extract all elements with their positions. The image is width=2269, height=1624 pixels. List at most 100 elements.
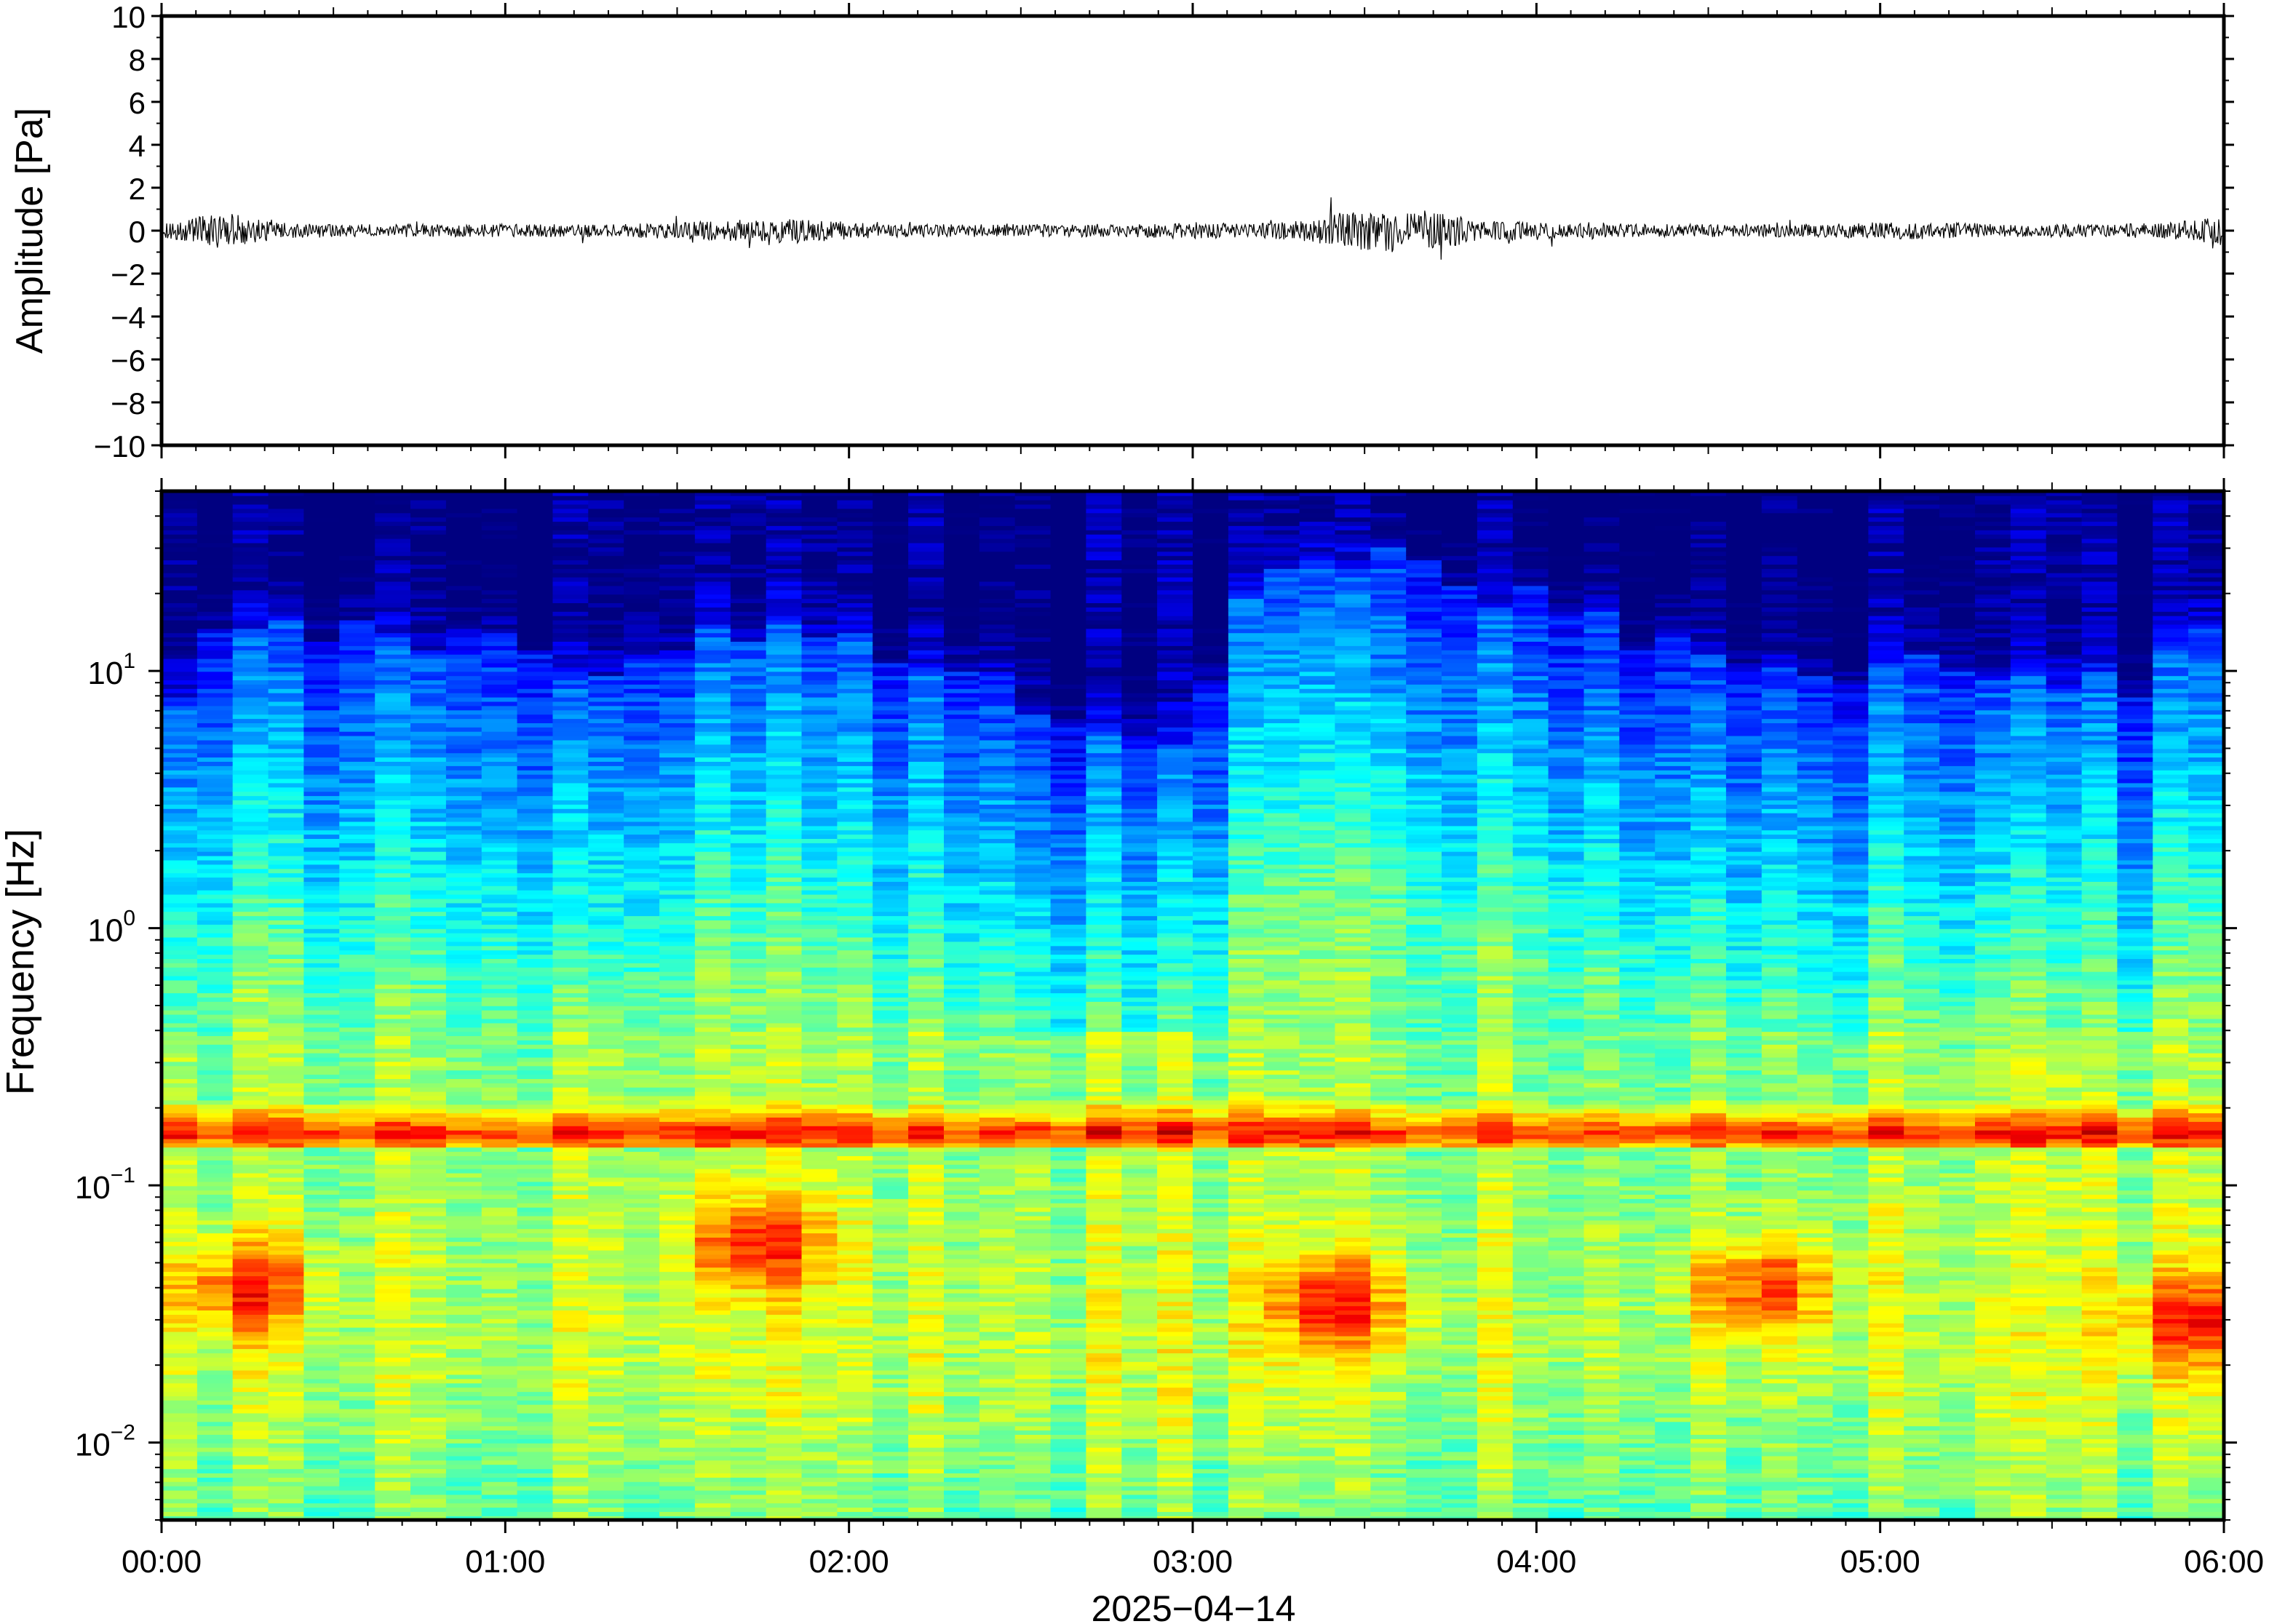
spectrogram-cell: [659, 1473, 696, 1478]
spectrogram-cell: [196, 1297, 234, 1302]
spectrogram-cell: [694, 963, 731, 968]
spectrogram-cell: [766, 1369, 803, 1375]
spectrogram-cell: [659, 585, 696, 591]
spectrogram-cell: [268, 1056, 305, 1062]
spectrogram-cell: [339, 1203, 375, 1208]
spectrogram-cell: [375, 1408, 411, 1414]
spectrogram-cell: [268, 1473, 305, 1478]
spectrogram-cell: [303, 1494, 341, 1500]
spectrogram-cell: [339, 1258, 375, 1264]
spectrogram-cell: [801, 1417, 838, 1422]
spectrogram-cell: [481, 530, 518, 535]
spectrogram-cell: [303, 666, 341, 672]
spectrogram-cell: [375, 1310, 411, 1315]
spectrogram-cell: [588, 979, 624, 985]
spectrogram-cell: [552, 1271, 589, 1276]
spectrogram-cell: [232, 512, 269, 518]
spectrogram-cell: [339, 847, 375, 852]
spectrogram-cell: [303, 1160, 341, 1165]
spectrogram-cell: [694, 727, 731, 732]
spectrogram-cell: [588, 1099, 624, 1105]
spectrogram-cell: [588, 1035, 624, 1040]
spectrogram-cell: [410, 911, 447, 917]
spectrogram-cell: [730, 847, 767, 852]
spectrogram-cell: [588, 988, 624, 994]
spectrogram-cell: [196, 1262, 234, 1268]
spectrogram-cell: [339, 533, 375, 539]
spectrogram-cell: [588, 1138, 624, 1144]
spectrogram-cell: [303, 1434, 341, 1439]
spectrogram-cell: [552, 1365, 589, 1371]
spectrogram-cell: [375, 680, 411, 685]
spectrogram-cell: [659, 1485, 696, 1491]
spectrogram-cell: [232, 928, 269, 934]
spectrogram-cell: [766, 907, 803, 912]
spectrogram-cell: [481, 680, 518, 685]
spectrogram-cell: [339, 1177, 375, 1182]
spectrogram-cell: [232, 607, 269, 612]
spectrogram-cell: [481, 499, 518, 505]
spectrogram-cell: [196, 637, 234, 642]
spectrogram-cell: [375, 1404, 411, 1409]
spectrogram-cell: [232, 984, 269, 990]
spectrogram-cell: [694, 555, 731, 561]
spectrogram-cell: [766, 564, 803, 569]
spectrogram-cell: [339, 1284, 375, 1289]
spectrogram-cell: [801, 847, 838, 852]
spectrogram-cell: [801, 1099, 838, 1105]
spectrogram-cell: [268, 1331, 305, 1337]
spectrogram-cell: [730, 542, 767, 548]
spectrogram-cell: [410, 594, 447, 600]
spectrogram-cell: [801, 945, 838, 951]
spectrogram-cell: [410, 503, 447, 509]
spectrogram-cell: [552, 945, 589, 951]
spectrogram-cell: [268, 1104, 305, 1110]
spectrogram-cell: [801, 1134, 838, 1139]
spectrogram-cell: [694, 992, 731, 998]
spectrogram-cell: [588, 1056, 624, 1062]
spectrogram-cell: [375, 1477, 411, 1482]
spectrogram-cell: [410, 1340, 447, 1345]
spectrogram-cell: [552, 1160, 589, 1165]
spectrogram-cell: [445, 936, 482, 942]
spectrogram-cell: [162, 602, 198, 608]
spectrogram-cell: [162, 1031, 198, 1036]
spectrogram-cell: [375, 1198, 411, 1203]
spectrogram-cell: [517, 757, 554, 762]
spectrogram-cell: [588, 744, 624, 749]
spectrogram-cell: [196, 533, 234, 539]
spectrogram-cell: [552, 1434, 589, 1439]
spectrogram-cell: [162, 1326, 198, 1332]
spectrogram-cell: [303, 1185, 341, 1191]
spectrogram-cell: [303, 628, 341, 634]
spectrogram-cell: [303, 1056, 341, 1062]
spectrogram-cell: [837, 688, 874, 693]
spectrogram-cell: [410, 1172, 447, 1178]
spectrogram-cell: [232, 1006, 269, 1011]
spectrogram-cell: [162, 1181, 198, 1187]
waveform-y-tick-label: 10: [111, 0, 146, 34]
spectrogram-cell: [801, 1331, 838, 1337]
spectrogram-cell: [196, 1048, 234, 1054]
spectrogram-cell: [801, 688, 838, 693]
spectrogram-cell: [517, 1215, 554, 1221]
spectrogram-cell: [268, 1091, 305, 1096]
spectrogram-cell: [588, 581, 624, 586]
spectrogram-cell: [303, 1211, 341, 1217]
spectrogram-cell: [730, 1477, 767, 1482]
spectrogram-cell: [196, 564, 234, 569]
spectrogram-cell: [375, 602, 411, 608]
spectrogram-cell: [588, 1314, 624, 1319]
spectrogram-cell: [766, 1421, 803, 1427]
spectrogram-cell: [552, 525, 589, 530]
spectrogram-cell: [624, 773, 660, 779]
spectrogram-cell: [659, 1078, 696, 1083]
spectrogram-cell: [552, 512, 589, 518]
spectrogram-cell: [837, 1430, 874, 1435]
spectrogram-cell: [659, 1086, 696, 1092]
spectrogram-cell: [517, 812, 554, 818]
spectrogram-cell: [481, 1430, 518, 1435]
spectrogram-cell: [445, 1297, 482, 1302]
spectrogram-cell: [445, 932, 482, 938]
spectrogram-cell: [694, 1288, 731, 1294]
